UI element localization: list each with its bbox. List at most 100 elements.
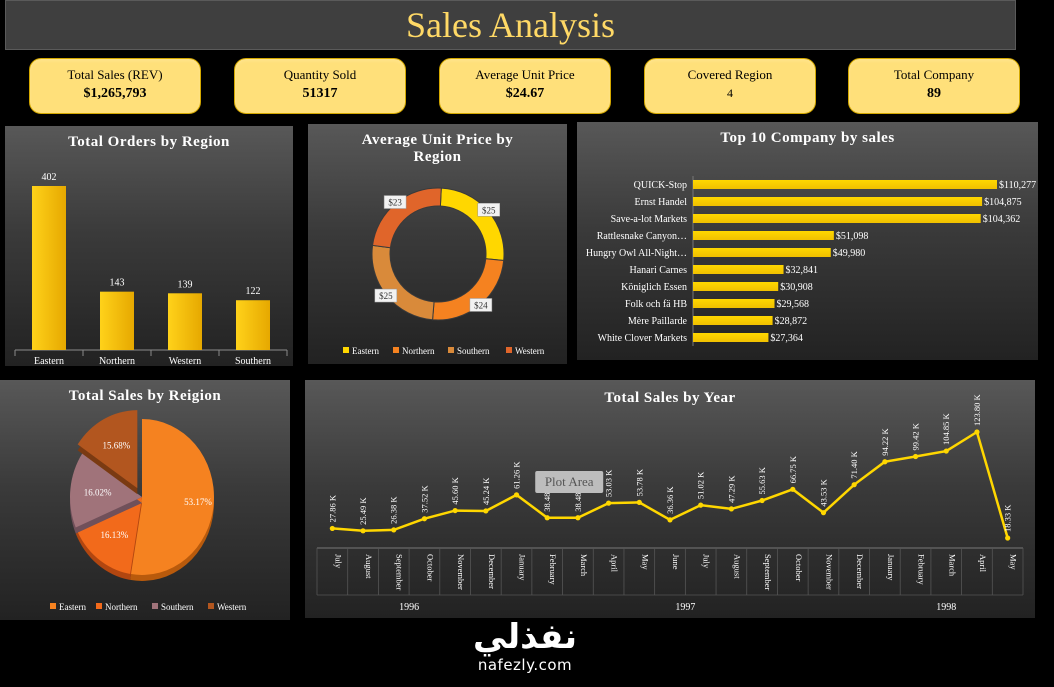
- legend-label: Southern: [161, 602, 194, 612]
- slice-northern: [432, 258, 505, 321]
- data-label: 47.29 K: [726, 475, 736, 503]
- series-point: [360, 528, 366, 534]
- plot-area-tooltip: [535, 471, 604, 493]
- kpi-label: Total Company: [893, 67, 975, 82]
- kpi-card-total-company[interactable]: Total Company 89: [848, 58, 1020, 114]
- legend-label: Northern: [402, 346, 435, 356]
- data-label: 16.02%: [84, 487, 112, 497]
- series-point: [544, 515, 550, 521]
- data-label: $104,875: [984, 197, 1022, 208]
- data-label: $25: [482, 205, 496, 215]
- x-tick-label: January: [518, 554, 528, 581]
- year-group-label: 1998: [936, 602, 956, 613]
- bar-company: [693, 214, 981, 223]
- legend-swatch: [343, 347, 349, 353]
- bar-company: [693, 316, 773, 325]
- kpi-card-quantity-sold[interactable]: Quantity Sold 51317: [234, 58, 406, 114]
- data-label: 94.22 K: [880, 427, 890, 455]
- page-title: Sales Analysis: [405, 5, 615, 45]
- sales-by-year-panel[interactable]: Total Sales by Year July August September O…: [305, 380, 1035, 618]
- bar-company: [693, 248, 831, 257]
- legend-swatch: [96, 603, 102, 609]
- series-point: [912, 453, 919, 460]
- watermark-latin: nafezly.com: [477, 656, 573, 674]
- avg-price-donut-chart: $25 $24 $25 $23 Eastern Northern Southern Weste…: [343, 187, 545, 356]
- x-tick-label: April: [978, 554, 988, 573]
- x-tick-label: August: [732, 554, 742, 579]
- kpi-card-total-sales[interactable]: Total Sales (REV) $1,265,793: [29, 58, 201, 114]
- x-tick-label: December: [487, 554, 497, 589]
- legend-swatch: [448, 347, 454, 353]
- top-companies-panel[interactable]: Top 10 Company by sales QUICK-Stop $110,2…: [577, 122, 1038, 360]
- kpi-value: 89: [927, 86, 941, 101]
- sales-by-region-panel[interactable]: Total Sales by Reigion 53.17% 16.13% 16.02…: [0, 380, 290, 620]
- slice-eastern: [439, 187, 505, 262]
- data-label: $104,362: [983, 214, 1021, 225]
- legend-label: Eastern: [59, 602, 86, 612]
- bar-company: [693, 197, 983, 206]
- x-tick-label: November: [456, 554, 466, 590]
- orders-by-region-panel[interactable]: Total Orders by Region 402 Eastern 143 Nort…: [5, 126, 293, 366]
- slice-western: [372, 187, 442, 249]
- data-label: 402: [42, 172, 57, 183]
- y-tick-label: Hungry Owl All-Night…: [586, 248, 687, 259]
- kpi-card-covered-region[interactable]: Covered Region 4: [644, 58, 816, 114]
- x-tick-label: March: [947, 554, 957, 577]
- legend-swatch: [152, 603, 158, 609]
- data-label: $32,841: [786, 265, 819, 276]
- x-tick-label: March: [579, 554, 589, 577]
- data-label: 37.52 K: [419, 484, 429, 512]
- x-tick-label: October: [794, 554, 804, 582]
- legend-label: Western: [515, 346, 545, 356]
- chart-title: Average Unit Price by Region: [361, 132, 514, 165]
- chart-title: Total Sales by Reigion: [68, 388, 222, 404]
- data-label: 18.33 K: [1003, 504, 1013, 532]
- kpi-card-average-unit-price[interactable]: Average Unit Price $24.67: [439, 58, 611, 114]
- data-label: $51,098: [836, 231, 869, 242]
- bar-western: [168, 293, 202, 350]
- kpi-value: $1,265,793: [83, 86, 147, 101]
- series-point: [513, 492, 520, 498]
- data-label: 55.63 K: [757, 466, 767, 494]
- legend-swatch: [50, 603, 56, 609]
- plot-area-tooltip-text: Plot Area: [545, 474, 594, 489]
- legend-label: Eastern: [352, 346, 379, 356]
- data-label: 71.40 K: [849, 450, 859, 478]
- watermark-arabic: نفذلي: [472, 617, 578, 657]
- title-bar: Sales Analysis: [5, 0, 1016, 50]
- data-label-box: [477, 203, 501, 217]
- y-tick-label: Ernst Handel: [635, 197, 688, 208]
- bar-company: [693, 180, 997, 189]
- y-tick-label: Hanari Carnes: [630, 265, 688, 276]
- x-tick-label: October: [425, 554, 435, 582]
- data-label: 38.48 K: [573, 483, 583, 511]
- legend-swatch: [208, 603, 214, 609]
- bar-company: [693, 333, 769, 342]
- data-label: 51.02 K: [696, 471, 706, 499]
- series-point: [1005, 535, 1011, 541]
- bar-company: [693, 231, 834, 240]
- legend-label: Northern: [105, 602, 138, 612]
- slice-eastern: [130, 419, 214, 575]
- series-point: [667, 517, 673, 523]
- avg-price-panel[interactable]: Average Unit Price by Region $25 $24 $25 $2…: [308, 124, 567, 364]
- sales-by-region-pie-chart: 53.17% 16.13% 16.02% 15.68% Eastern Northern S…: [50, 410, 247, 612]
- data-label: 139: [178, 279, 193, 290]
- data-label: $27,364: [770, 333, 803, 344]
- slice-southern: [70, 453, 142, 528]
- legend-swatch: [506, 347, 512, 353]
- chart-title: Top 10 Company by sales: [720, 130, 895, 146]
- data-label: $24: [474, 300, 488, 310]
- series-point: [698, 502, 704, 508]
- data-label: 36.36 K: [665, 486, 675, 514]
- kpi-value: $24.67: [505, 86, 545, 101]
- x-tick-label: February: [548, 554, 558, 585]
- data-label: $29,568: [777, 299, 810, 310]
- x-tick-label: Eastern: [34, 356, 64, 366]
- bar-company: [693, 299, 775, 308]
- series-point: [575, 515, 581, 521]
- slice-northern: [75, 497, 142, 574]
- data-label: 122: [246, 286, 261, 297]
- x-tick-label: June: [671, 554, 681, 570]
- bar-eastern: [32, 186, 66, 350]
